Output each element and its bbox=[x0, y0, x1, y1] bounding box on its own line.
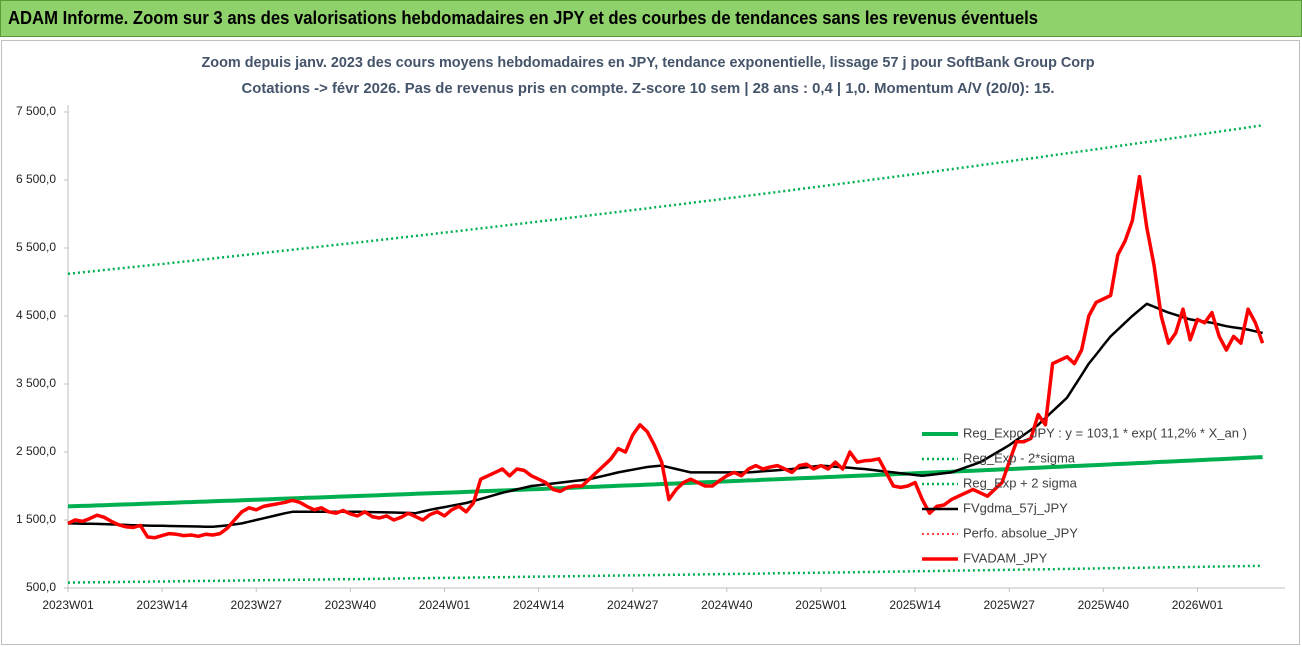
chart-subtitle: Cotations -> févr 2026. Pas de revenus p… bbox=[242, 80, 1055, 97]
x-tick-label: 2024W27 bbox=[607, 598, 659, 612]
y-tick-label: 2 500,0 bbox=[16, 444, 56, 458]
series-line bbox=[67, 302, 1263, 529]
x-tick-label: 2024W01 bbox=[419, 598, 471, 612]
y-tick-label: 1 500,0 bbox=[16, 512, 56, 526]
x-tick-label: 2025W40 bbox=[1078, 598, 1130, 612]
chart-title: Zoom depuis janv. 2023 des cours moyens … bbox=[202, 54, 1095, 71]
legend-label: Reg_Exp + 2 sigma bbox=[963, 475, 1078, 490]
y-tick-label: 500,0 bbox=[26, 580, 56, 594]
legend-label: Reg_Exp - 2*sigma bbox=[963, 450, 1076, 465]
x-tick-label: 2025W01 bbox=[795, 598, 847, 612]
x-tick-label: 2023W40 bbox=[325, 598, 377, 612]
x-tick-label: 2025W14 bbox=[889, 598, 941, 612]
x-tick-label: 2025W27 bbox=[984, 598, 1036, 612]
legend-label: FVgdma_57j_JPY bbox=[963, 500, 1068, 515]
y-tick-label: 3 500,0 bbox=[16, 376, 56, 390]
x-tick-label: 2023W27 bbox=[231, 598, 283, 612]
x-tick-label: 2024W14 bbox=[513, 598, 565, 612]
x-tick-label: 2023W14 bbox=[136, 598, 188, 612]
header-title: ADAM Informe. Zoom sur 3 ans des valoris… bbox=[8, 8, 1038, 28]
series-line bbox=[67, 124, 1263, 276]
series-line bbox=[67, 564, 1263, 584]
header-bar bbox=[0, 0, 1302, 37]
legend-label: FVADAM_JPY bbox=[963, 550, 1048, 565]
series-line bbox=[67, 174, 1265, 540]
x-tick-label: 2026W01 bbox=[1172, 598, 1224, 612]
y-tick-label: 6 500,0 bbox=[16, 172, 56, 186]
legend-label: Perfo. absolue_JPY bbox=[963, 525, 1078, 540]
x-tick-label: 2024W40 bbox=[701, 598, 753, 612]
y-tick-label: 4 500,0 bbox=[16, 308, 56, 322]
x-tick-label: 2023W01 bbox=[42, 598, 94, 612]
y-tick-label: 7 500,0 bbox=[16, 104, 56, 118]
y-tick-label: 5 500,0 bbox=[16, 240, 56, 254]
legend-label: Reg_Expo_JPY : y = 103,1 * exp( 11,2% * … bbox=[963, 425, 1247, 440]
